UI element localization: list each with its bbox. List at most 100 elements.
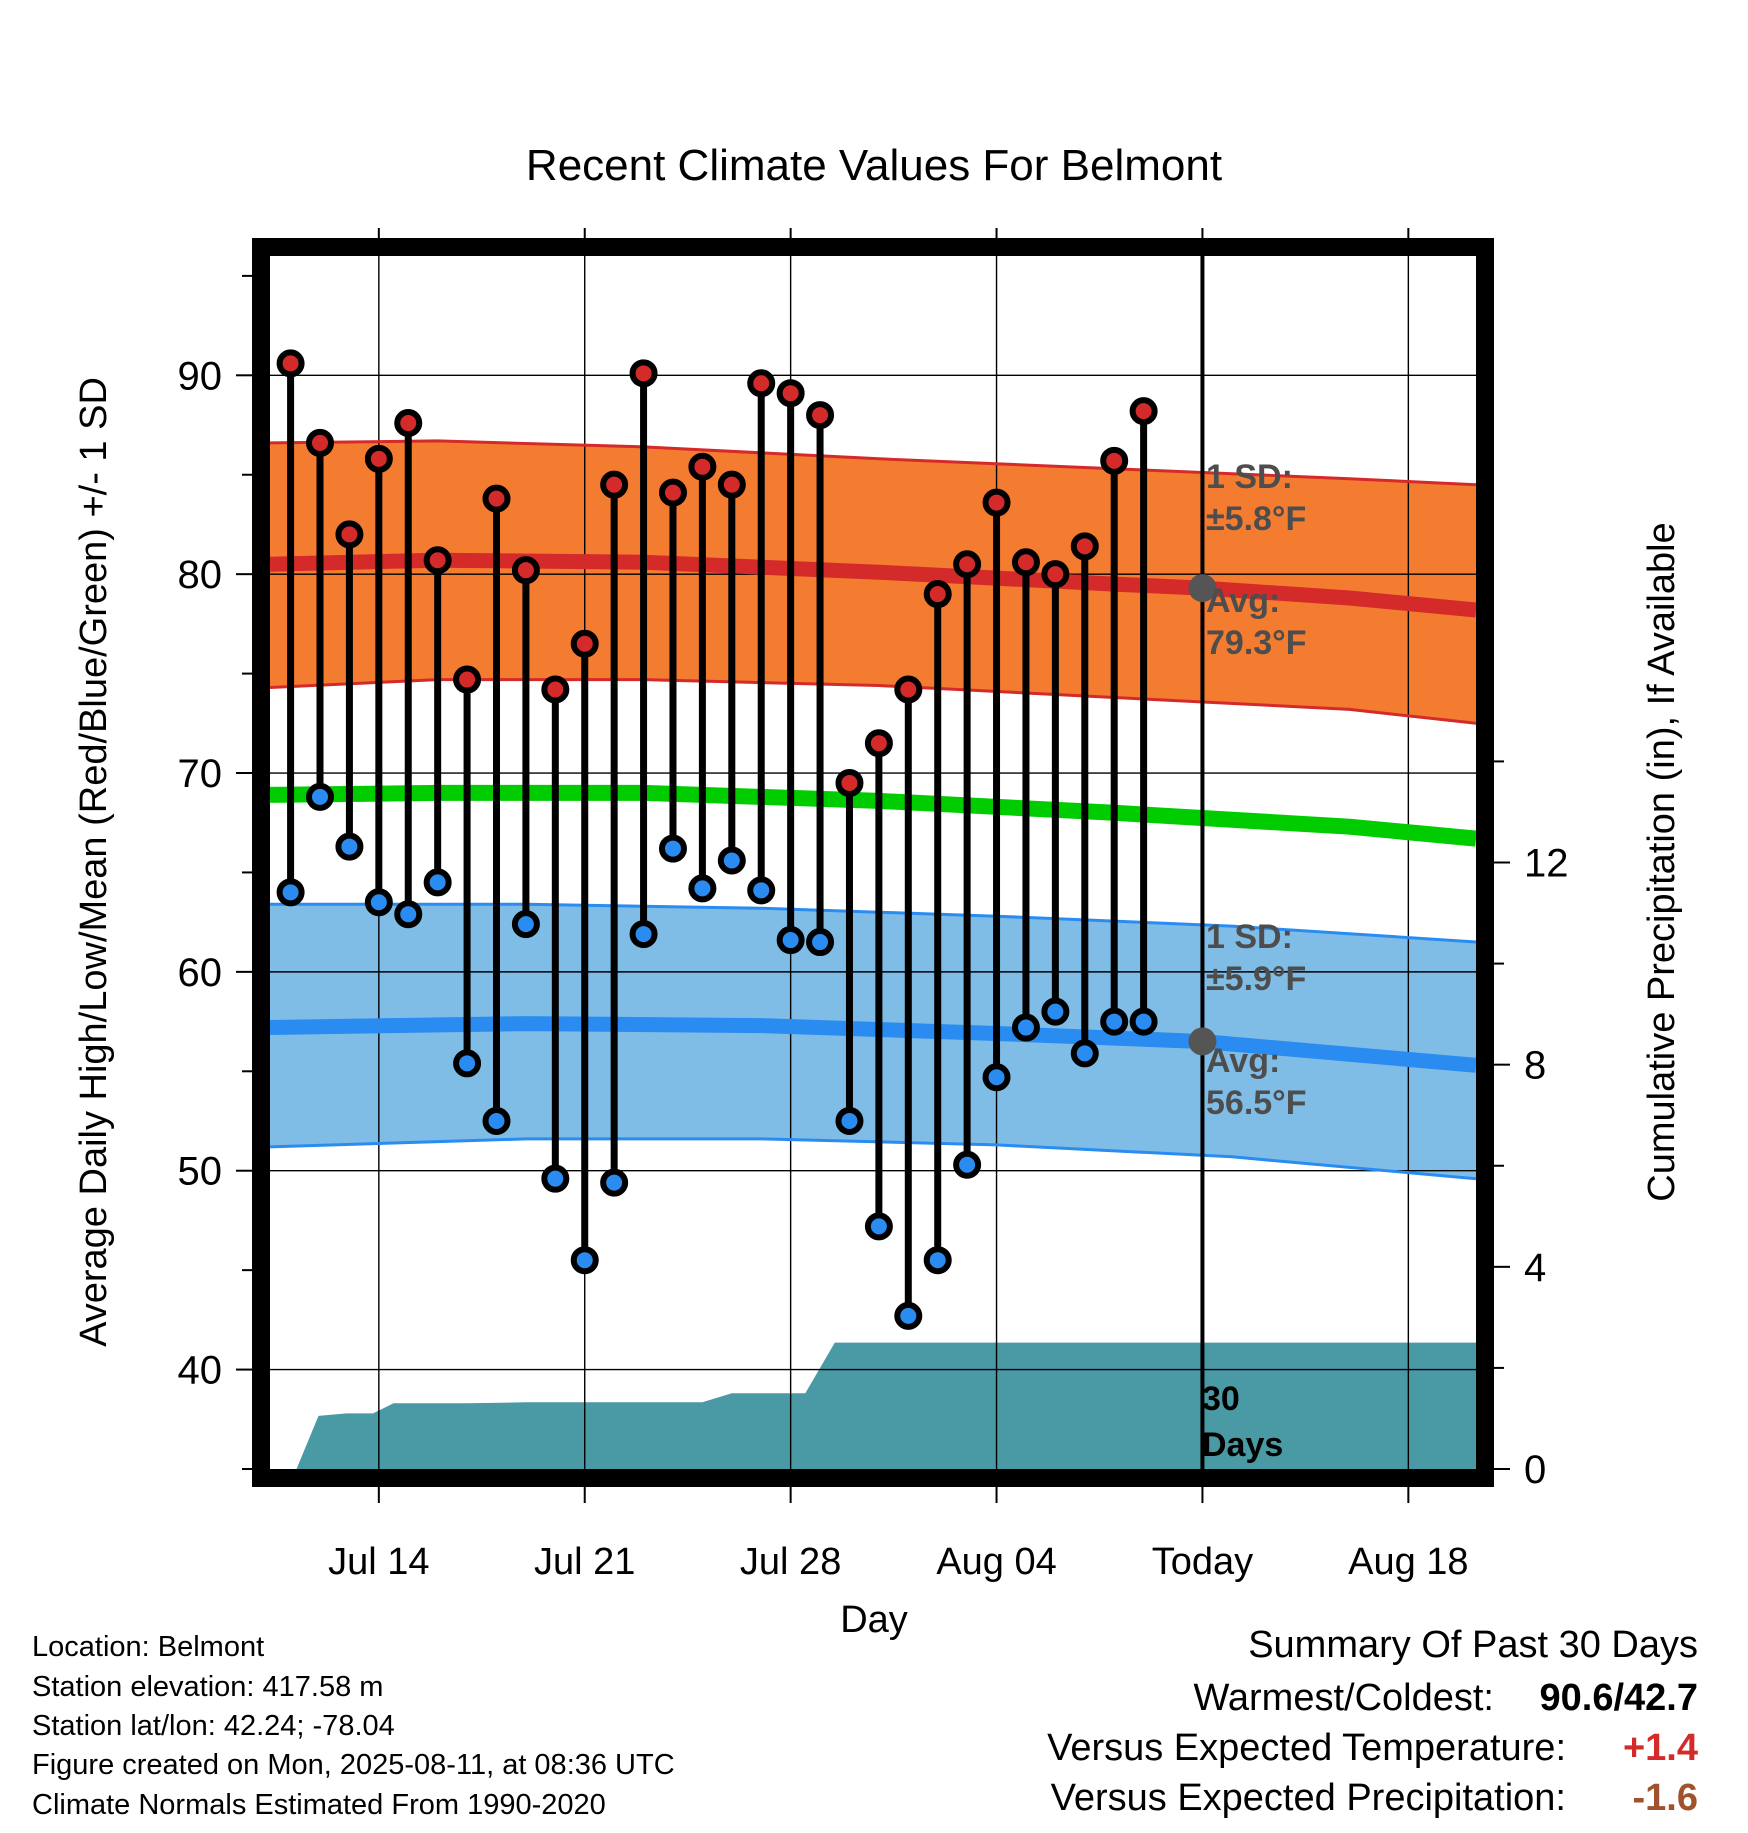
high-sd-band	[270, 440, 1476, 724]
y-tick-label: 50	[178, 1150, 223, 1194]
low-point	[1100, 1007, 1129, 1036]
high-point	[1011, 548, 1040, 577]
summary-warmest-value: 90.6/42.7	[1540, 1677, 1698, 1719]
high-point	[1070, 532, 1099, 561]
high-point	[541, 675, 570, 704]
low-point	[894, 1301, 923, 1330]
y-tick-label: 80	[178, 553, 223, 597]
y2-axis-title: Cumulative Precipitation (in), If Availa…	[1641, 522, 1683, 1201]
high-point	[364, 444, 393, 473]
x-tick-label: Today	[1152, 1541, 1253, 1583]
low-point	[1129, 1007, 1158, 1036]
avg-markers	[1188, 574, 1217, 1056]
low-point	[453, 1049, 482, 1078]
period-label-unit: Days	[1202, 1426, 1283, 1464]
x-tick-label: Jul 14	[328, 1541, 429, 1583]
low-sd-value: ±5.9°F	[1206, 960, 1306, 998]
info-elevation: Station elevation: 417.58 m	[32, 1671, 383, 1703]
low-point	[806, 928, 835, 957]
low-point	[658, 834, 687, 863]
low-point	[306, 782, 335, 811]
summary-precip-value: -1.6	[1633, 1777, 1698, 1819]
precipitation-area	[296, 1342, 1476, 1469]
low-point	[541, 1164, 570, 1193]
grid-lines	[270, 256, 1476, 1469]
y-tick-label: 70	[178, 752, 223, 796]
low-point	[335, 832, 364, 861]
chart-title: Recent Climate Values For Belmont	[526, 141, 1222, 190]
summary-temp-label: Versus Expected Temperature:	[1047, 1727, 1566, 1769]
high-point	[276, 349, 305, 378]
x-axis-title: Day	[840, 1599, 908, 1641]
high-upper-line	[269, 439, 1477, 487]
y2-tick-label: 4	[1524, 1246, 1546, 1290]
high-point	[600, 470, 629, 499]
y-tick-label: 90	[178, 354, 223, 398]
low-point	[1041, 997, 1070, 1026]
y2-tick-label: 8	[1524, 1044, 1546, 1088]
y-axis-title: Average Daily High/Low/Mean (Red/Blue/Gr…	[73, 377, 115, 1347]
low-point	[629, 920, 658, 949]
low-point	[1011, 1013, 1040, 1042]
high-point	[982, 488, 1011, 517]
plot-area	[269, 256, 1477, 1469]
summary-warmest-label: Warmest/Coldest:	[1193, 1677, 1494, 1719]
high-point	[894, 675, 923, 704]
daily-dots	[276, 349, 1158, 1330]
high-point	[1100, 446, 1129, 475]
x-tick-label: Jul 28	[740, 1541, 841, 1583]
high-point	[953, 550, 982, 579]
low-point	[394, 900, 423, 929]
high-sd-label: 1 SD:	[1206, 458, 1293, 496]
high-point	[776, 379, 805, 408]
low-sd-band	[270, 904, 1476, 1179]
low-point	[835, 1107, 864, 1136]
y2-tick-label: 12	[1524, 842, 1569, 886]
low-avg-label: Avg:	[1206, 1042, 1280, 1080]
precipitation-fill	[296, 1342, 1476, 1469]
avg-high-marker	[1188, 574, 1217, 603]
y-tick-label: 60	[178, 951, 223, 995]
high-point	[306, 428, 335, 457]
x-tick-label: Aug 18	[1348, 1541, 1468, 1583]
avg-low-marker	[1188, 1027, 1217, 1056]
summary-title: Summary Of Past 30 Days	[1248, 1624, 1698, 1666]
low-point	[482, 1107, 511, 1136]
y2-tick-label: 0	[1524, 1448, 1546, 1492]
low-point	[423, 868, 452, 897]
low-point	[953, 1150, 982, 1179]
low-point	[511, 910, 540, 939]
summary-precip-label: Versus Expected Precipitation:	[1051, 1777, 1566, 1819]
high-point	[1129, 397, 1158, 426]
low-point	[717, 846, 746, 875]
y-tick-label: 40	[178, 1349, 223, 1393]
low-sd-label: 1 SD:	[1206, 918, 1293, 956]
low-point	[923, 1246, 952, 1275]
high-point	[629, 359, 658, 388]
low-point	[982, 1063, 1011, 1092]
low-point	[600, 1168, 629, 1197]
low-point	[276, 878, 305, 907]
period-label-number: 30	[1202, 1380, 1240, 1418]
info-created: Figure created on Mon, 2025-08-11, at 08…	[32, 1749, 675, 1781]
high-point	[394, 409, 423, 438]
high-avg-value: 79.3°F	[1206, 624, 1307, 662]
high-point	[835, 768, 864, 797]
low-point	[570, 1246, 599, 1275]
high-point	[923, 580, 952, 609]
high-avg-label: Avg:	[1206, 582, 1280, 620]
info-normals: Climate Normals Estimated From 1990-2020	[32, 1789, 606, 1821]
summary-temp-value: +1.4	[1623, 1727, 1698, 1769]
high-point	[688, 452, 717, 481]
high-point	[511, 556, 540, 585]
info-location: Location: Belmont	[32, 1631, 264, 1663]
low-point	[688, 874, 717, 903]
axes: 40 50 60 70 80 90 0 4 8 12 Jul 14 Jul 21 Jul 28 Aug 0…	[178, 228, 1569, 1583]
plot-frame	[252, 238, 1494, 1487]
mean-line	[269, 784, 1477, 847]
high-point	[747, 369, 776, 398]
high-point	[717, 470, 746, 499]
info-latlon: Station lat/lon: 42.24; -78.04	[32, 1710, 395, 1742]
high-point	[806, 401, 835, 430]
